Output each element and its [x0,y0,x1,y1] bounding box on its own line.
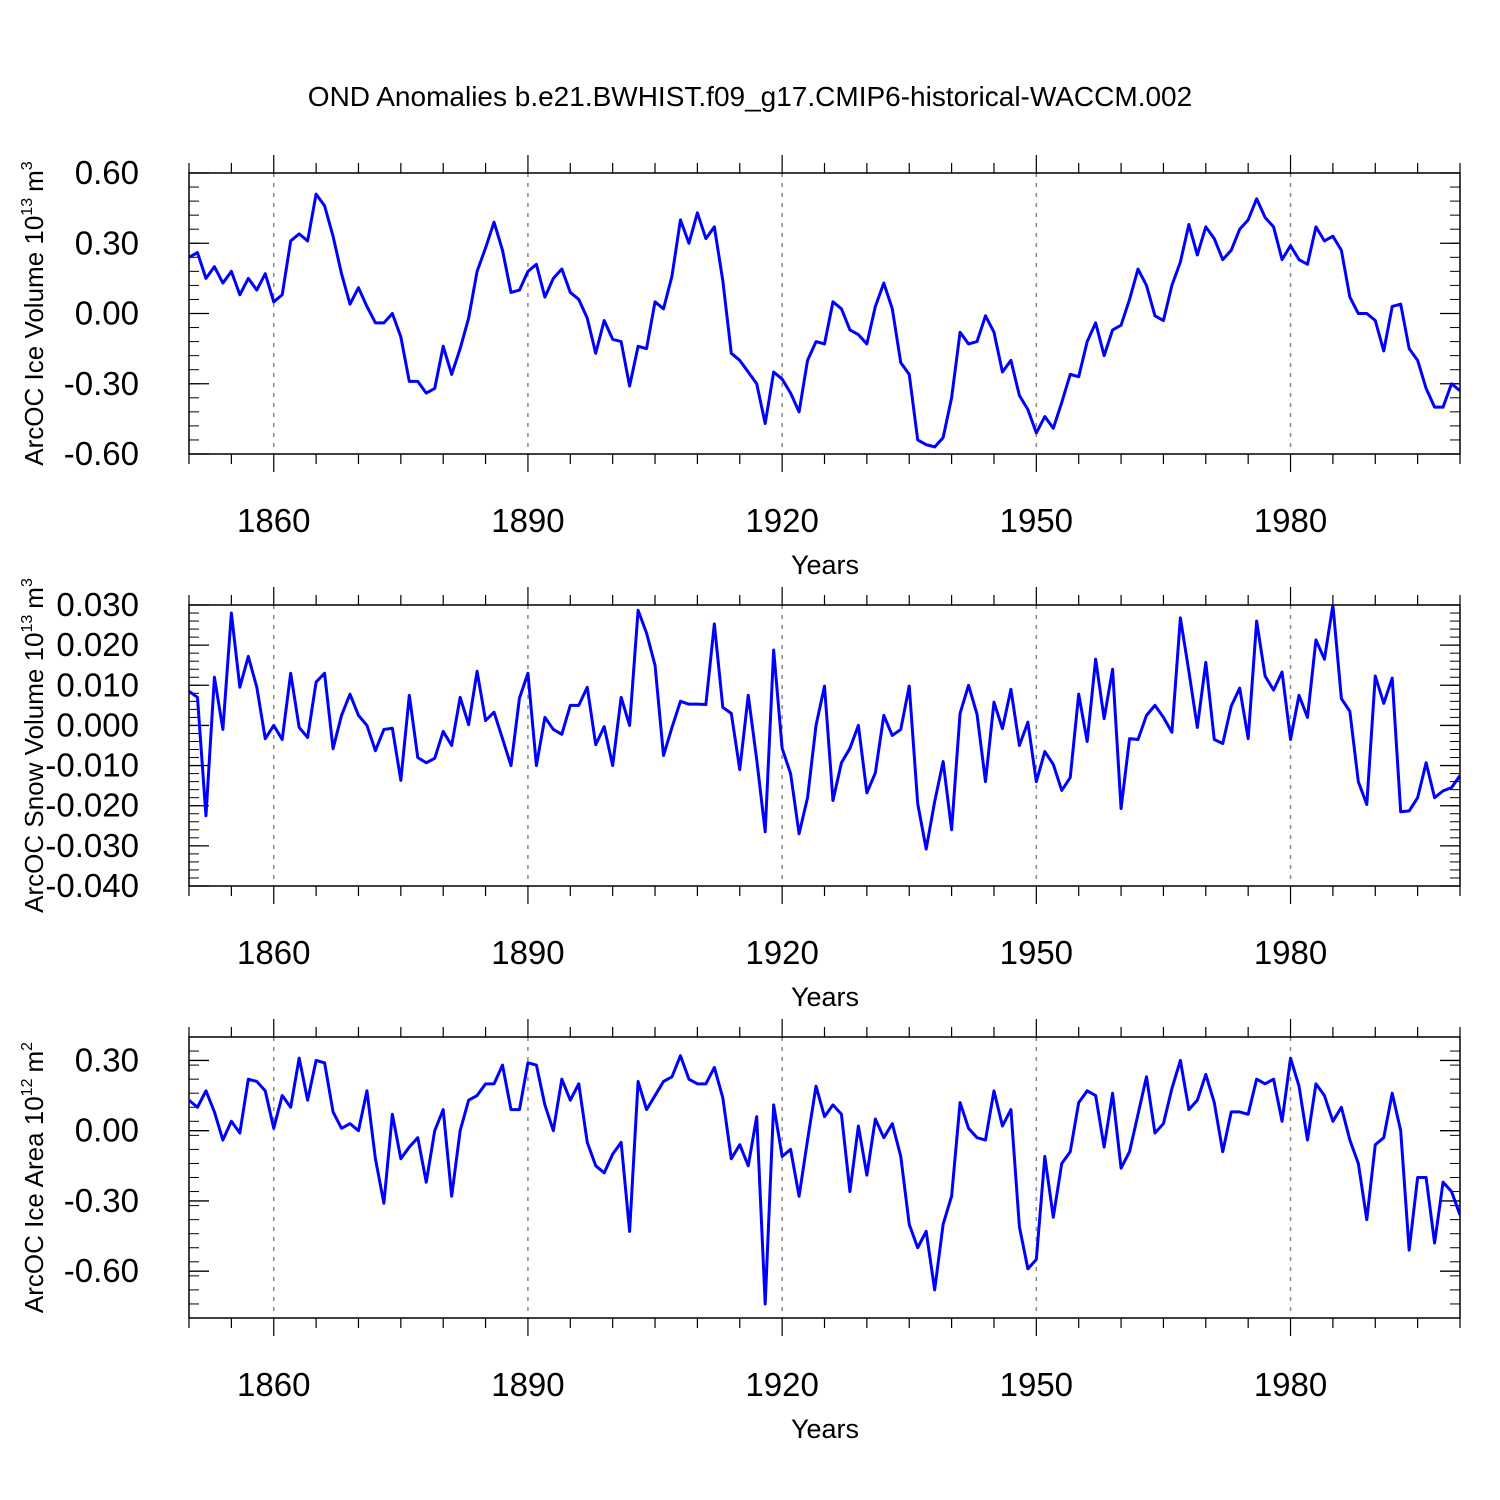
series-line [189,192,1460,449]
series-line [189,1054,1460,1306]
x-tick-label: 1950 [1000,502,1073,539]
x-tick-label: 1920 [745,1366,818,1403]
panels: -0.60 -0.30 0.00 0.30 0.60 1860 1890 1920 1950 19… [19,154,1461,1444]
y-tick-label: 0.020 [56,626,139,663]
y-tick-label: 0.030 [56,586,139,623]
plot-frame [188,172,1461,455]
x-tick-label: 1860 [237,502,310,539]
y-tick-label: -0.030 [45,827,139,864]
x-tick-label: 1950 [1000,1366,1073,1403]
x-tick-label: 1890 [491,934,564,971]
x-tick-label: 1890 [491,1366,564,1403]
x-tick-label: 1950 [1000,934,1073,971]
x-tick-label: 1920 [745,502,818,539]
y-axis-label: ArcOC Ice Volume 1013m3 [19,161,49,465]
y-tick-label: 0.00 [75,295,139,332]
y-tick-label: -0.60 [64,1252,139,1289]
x-tick-label: 1860 [237,934,310,971]
y-tick-label: 0.00 [75,1112,139,1149]
x-tick-label: 1860 [237,1366,310,1403]
chart-panel-2: -0.040-0.030-0.020-0.010 0.0000.0100.0200… [19,578,1461,1012]
series-line [189,605,1460,851]
y-tick-label: -0.60 [64,435,139,472]
y-tick-label: 0.30 [75,224,139,261]
x-axis-label: Years [791,550,859,580]
y-axis-label: ArcOC Ice Area 1012m2 [19,1042,49,1313]
figure-title: OND Anomalies b.e21.BWHIST.f09_g17.CMIP6… [308,81,1192,112]
y-tick-label: -0.30 [64,365,139,402]
y-tick-label: 0.010 [56,666,139,703]
y-tick-label: 0.30 [75,1041,139,1078]
y-tick-label: 0.60 [75,154,139,191]
x-axis-label: Years [791,1414,859,1444]
y-tick-label: -0.30 [64,1182,139,1219]
y-tick-label: -0.040 [45,867,139,904]
plot-frame [188,604,1461,887]
x-axis-label: Years [791,982,859,1012]
y-tick-label: 0.000 [56,706,139,743]
chart-panel-1: -0.60 -0.30 0.00 0.30 0.60 1860 1890 1920 1950 19… [19,154,1461,580]
y-tick-label: -0.020 [45,787,139,824]
y-tick-label: -0.010 [45,747,139,784]
x-tick-label: 1980 [1254,1366,1327,1403]
x-tick-label: 1980 [1254,934,1327,971]
x-tick-label: 1980 [1254,502,1327,539]
plot-frame [188,1036,1461,1319]
x-tick-label: 1920 [745,934,818,971]
x-tick-label: 1890 [491,502,564,539]
chart-panel-3: -0.60 -0.30 0.00 0.30 1860 1890 1920 1950 1980 Ye… [19,1019,1461,1444]
y-axis-label: ArcOC Snow Volume 1013m3 [19,578,49,913]
